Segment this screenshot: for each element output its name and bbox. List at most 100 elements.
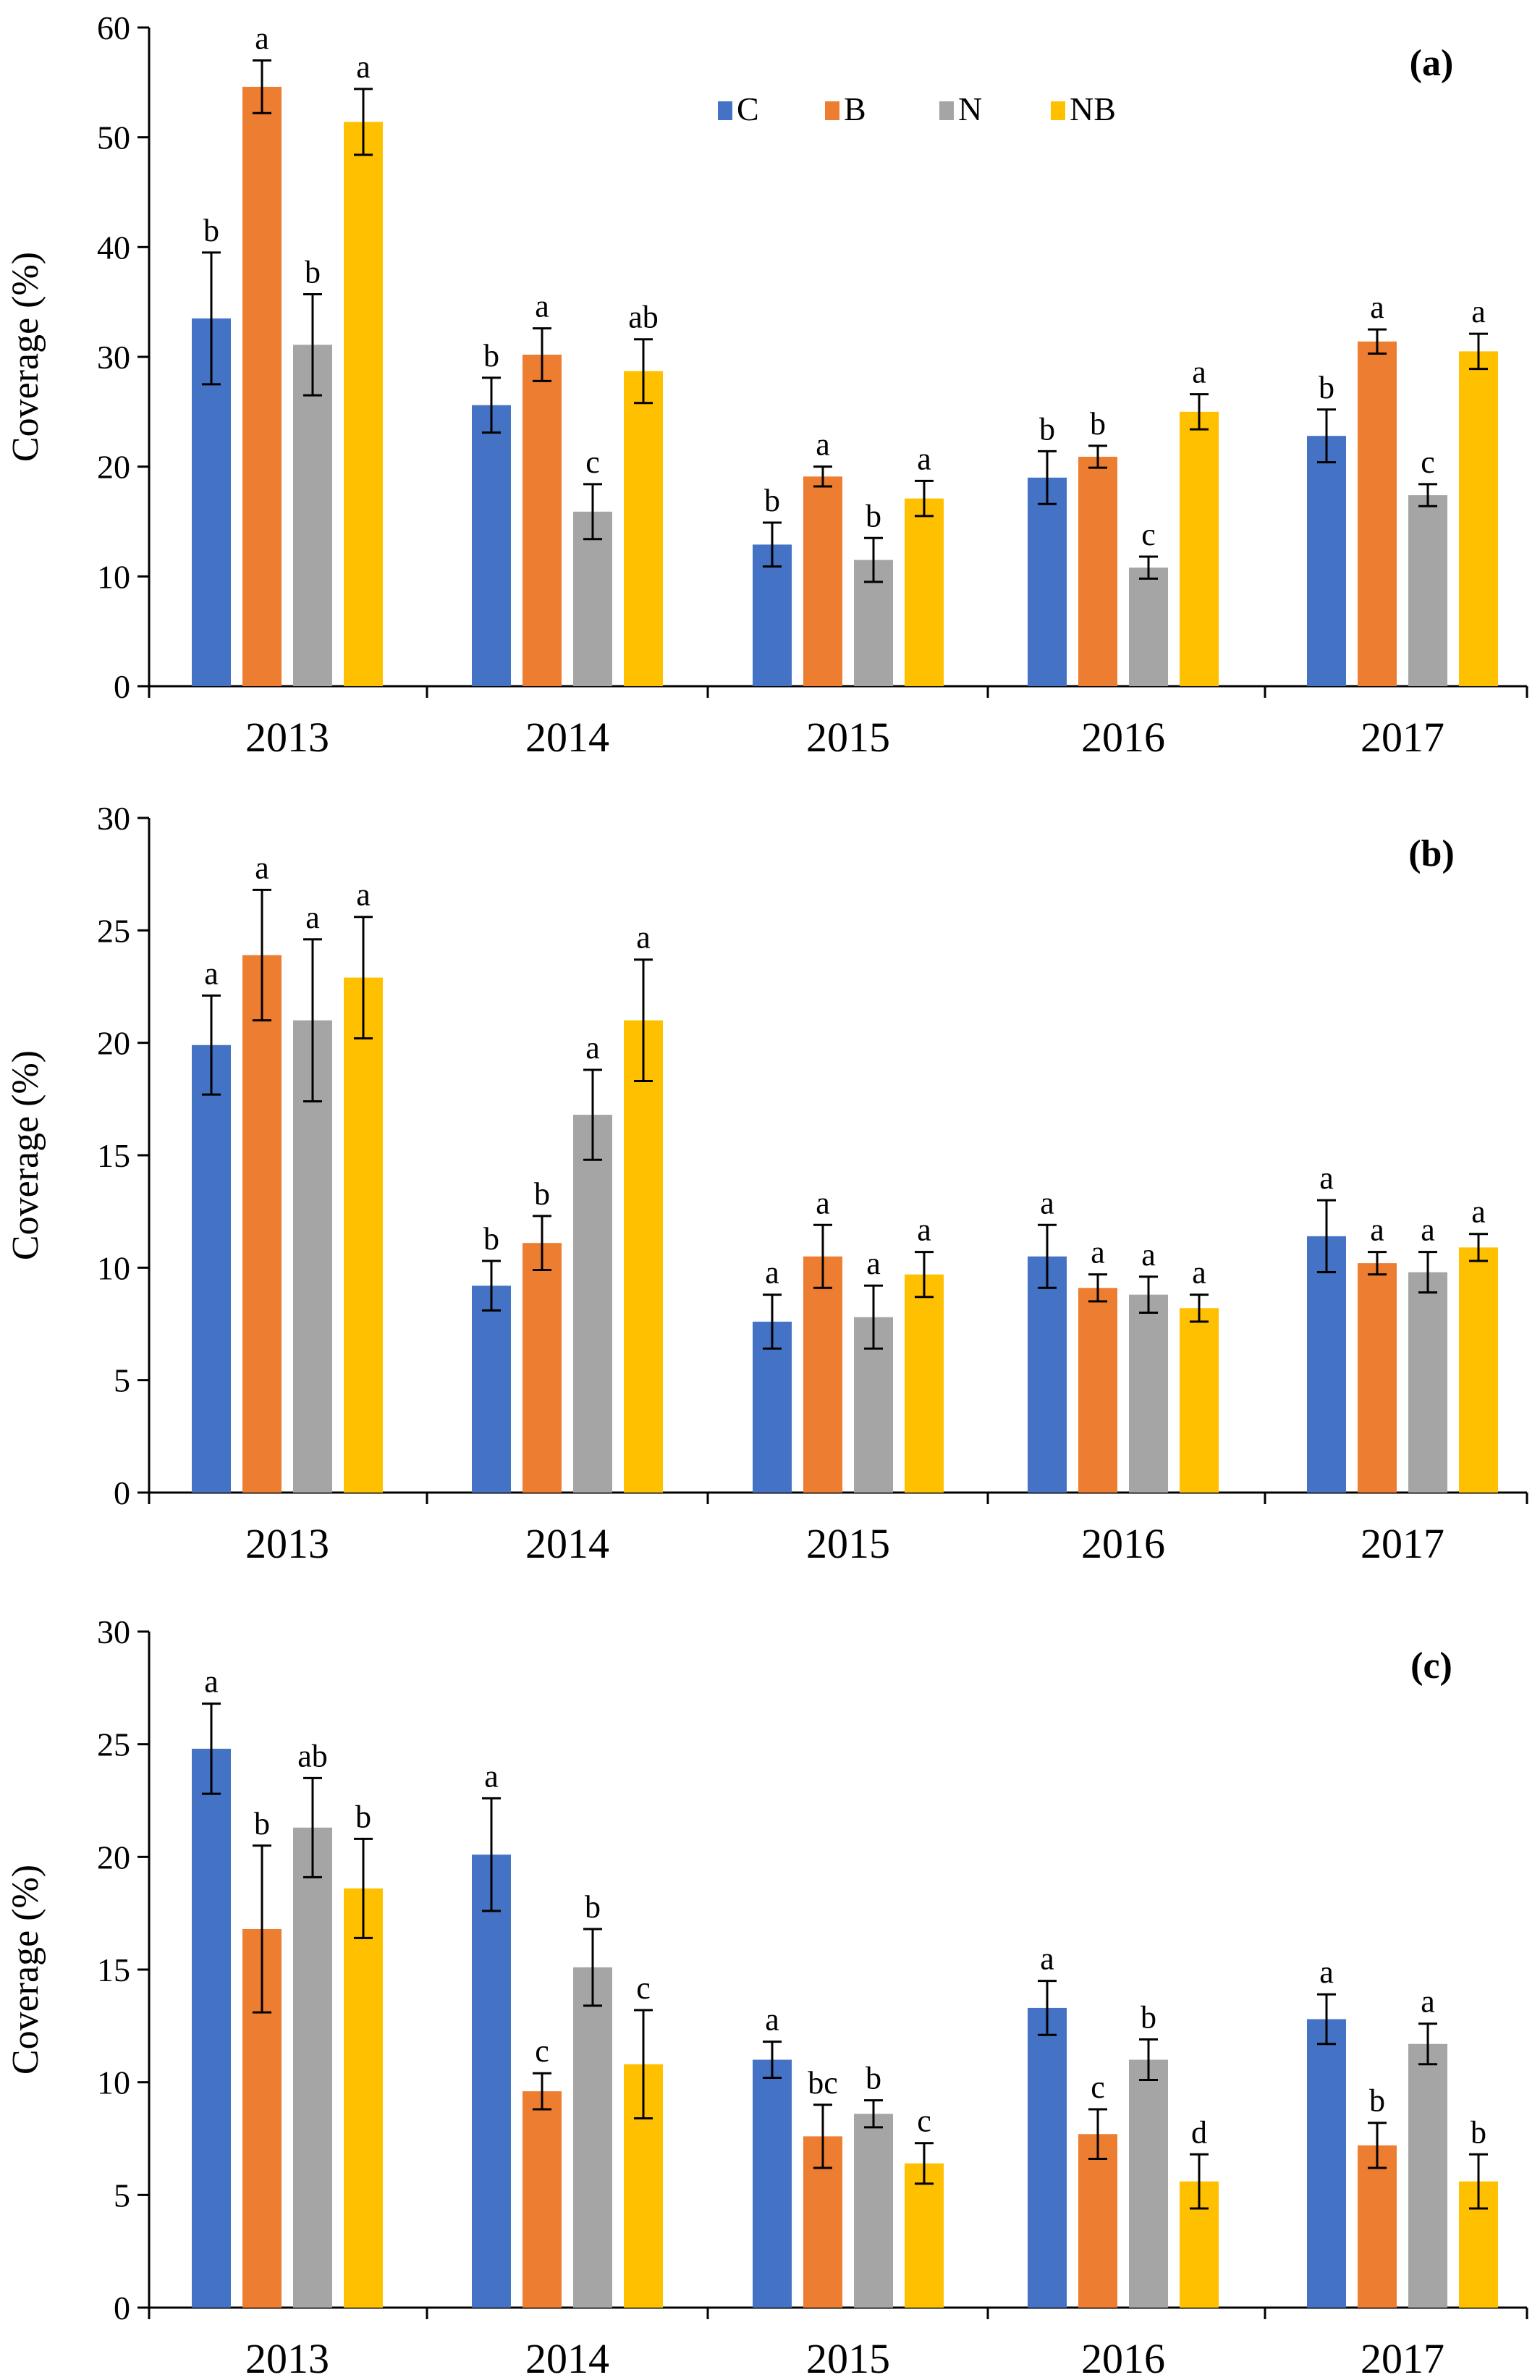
y-tick-label: 5	[114, 2177, 130, 2214]
bar-nb-2016	[1180, 411, 1219, 686]
bar-n-2017	[1408, 1272, 1447, 1493]
panel-label: (a)	[1410, 43, 1454, 84]
significance-letter: a	[356, 49, 371, 85]
bar-c-2015	[753, 544, 792, 686]
bar-nb-2017	[1459, 351, 1498, 686]
x-tick-label: 2013	[245, 714, 329, 761]
bar-n-2013	[293, 1827, 332, 2308]
significance-letter: a	[1319, 1954, 1334, 1990]
panel-a: 0 10 20 30 40 50 60 2013 2014 2015 2016 2017 Coverag…	[5, 9, 1528, 761]
x-tick-label: 2015	[806, 2335, 890, 2380]
significance-letter: a	[636, 920, 651, 955]
x-tick-label: 2017	[1361, 1520, 1444, 1567]
significance-letter: a	[204, 955, 219, 991]
x-tick-label: 2015	[806, 1520, 890, 1567]
legend-label-nb: NB	[1070, 90, 1116, 127]
significance-letter: a	[765, 1255, 779, 1291]
bar-b-2013	[242, 955, 282, 1493]
significance-letter: a	[917, 1212, 931, 1248]
bar-n-2014	[573, 1967, 612, 2308]
y-tick-label: 20	[97, 1839, 130, 1875]
significance-letter: a	[1471, 1194, 1486, 1230]
bar-b-2016	[1078, 2134, 1117, 2308]
significance-letter: b	[1319, 370, 1334, 405]
y-tick-label: 30	[97, 800, 130, 837]
significance-letter: b	[483, 338, 499, 374]
y-tick-label: 10	[97, 558, 130, 595]
y-tick-label: 0	[114, 1474, 130, 1511]
bar-b-2016	[1078, 1288, 1117, 1493]
significance-letter: b	[355, 1799, 371, 1834]
significance-letter: a	[816, 427, 830, 463]
x-tick-label: 2015	[806, 714, 890, 761]
significance-letter: a	[1471, 294, 1486, 329]
significance-letter: a	[1091, 1235, 1105, 1270]
bar-nb-2014	[624, 371, 663, 686]
significance-letter: c	[917, 2103, 931, 2139]
y-tick-label: 20	[97, 1025, 130, 1062]
bar-nb-2015	[905, 498, 944, 686]
significance-letter: a	[585, 1030, 600, 1065]
bar-n-2015	[854, 2114, 893, 2308]
significance-letter: b	[1039, 411, 1055, 447]
panel-c: 0 5 10 15 20 25 30 2013 2014 2015 2016 2017 Coverage…	[5, 1613, 1528, 2380]
y-tick-label: 50	[97, 119, 130, 156]
y-tick-label: 30	[97, 1613, 130, 1650]
panel-b: 0 5 10 15 20 25 30 2013 2014 2015 2016 2017 Coverage…	[5, 800, 1528, 1567]
significance-letter: b	[254, 1806, 270, 1841]
significance-letter: a	[1040, 1185, 1054, 1220]
bar-b-2017	[1358, 1263, 1397, 1493]
significance-letter: a	[255, 850, 269, 885]
y-axis-label: Coverage (%)	[5, 252, 46, 462]
y-tick-label: 10	[97, 2064, 130, 2101]
x-tick-label: 2014	[525, 2335, 609, 2380]
significance-letter: c	[535, 2033, 549, 2069]
significance-letter: b	[483, 1221, 499, 1257]
bar-c-2015	[753, 1321, 792, 1493]
significance-letter: c	[585, 444, 600, 480]
legend-swatch-nb	[1051, 101, 1065, 120]
panel-label: (c)	[1410, 1645, 1452, 1687]
significance-letter: c	[1421, 444, 1435, 480]
bar-b-2015	[803, 1256, 842, 1493]
bar-nb-2015	[905, 2163, 944, 2308]
x-tick-label: 2013	[245, 2335, 329, 2380]
significance-letter: b	[203, 213, 219, 248]
significance-letter: a	[1040, 1941, 1054, 1977]
significance-letter: a	[535, 289, 549, 324]
significance-letter: a	[1421, 1984, 1435, 2020]
significance-letter: a	[1421, 1212, 1435, 1248]
y-tick-label: 0	[114, 2290, 130, 2326]
bar-n-2017	[1408, 2043, 1447, 2308]
significance-letter: a	[1370, 290, 1384, 325]
y-tick-label: 15	[97, 1951, 130, 1988]
significance-letter: c	[636, 1970, 651, 2006]
bar-b-2014	[522, 354, 562, 686]
significance-letter: a	[356, 877, 371, 913]
significance-letter: ab	[628, 300, 659, 335]
significance-letter: a	[305, 900, 320, 935]
significance-letter: b	[585, 1889, 601, 1925]
bar-nb-2013	[344, 122, 383, 686]
significance-letter: b	[866, 498, 881, 533]
y-tick-label: 0	[114, 668, 130, 705]
significance-letter: a	[917, 441, 931, 476]
y-tick-label: 30	[97, 339, 130, 376]
significance-letter: b	[534, 1176, 550, 1212]
bar-c-2015	[753, 2059, 792, 2308]
bar-n-2014	[573, 511, 612, 686]
x-tick-label: 2016	[1081, 714, 1165, 761]
legend-swatch-b	[825, 101, 839, 120]
significance-letter: b	[764, 483, 780, 518]
bar-c-2014	[472, 1286, 511, 1493]
bar-c-2016	[1028, 2007, 1067, 2308]
x-tick-label: 2014	[525, 1520, 609, 1567]
significance-letter: a	[204, 1664, 219, 1700]
x-tick-label: 2017	[1361, 714, 1444, 761]
significance-letter: d	[1191, 2114, 1207, 2150]
bar-nb-2014	[624, 1020, 663, 1493]
significance-letter: a	[484, 1758, 499, 1794]
legend-swatch-n	[939, 101, 954, 120]
x-tick-label: 2016	[1081, 2335, 1165, 2380]
significance-letter: c	[1091, 2069, 1105, 2105]
